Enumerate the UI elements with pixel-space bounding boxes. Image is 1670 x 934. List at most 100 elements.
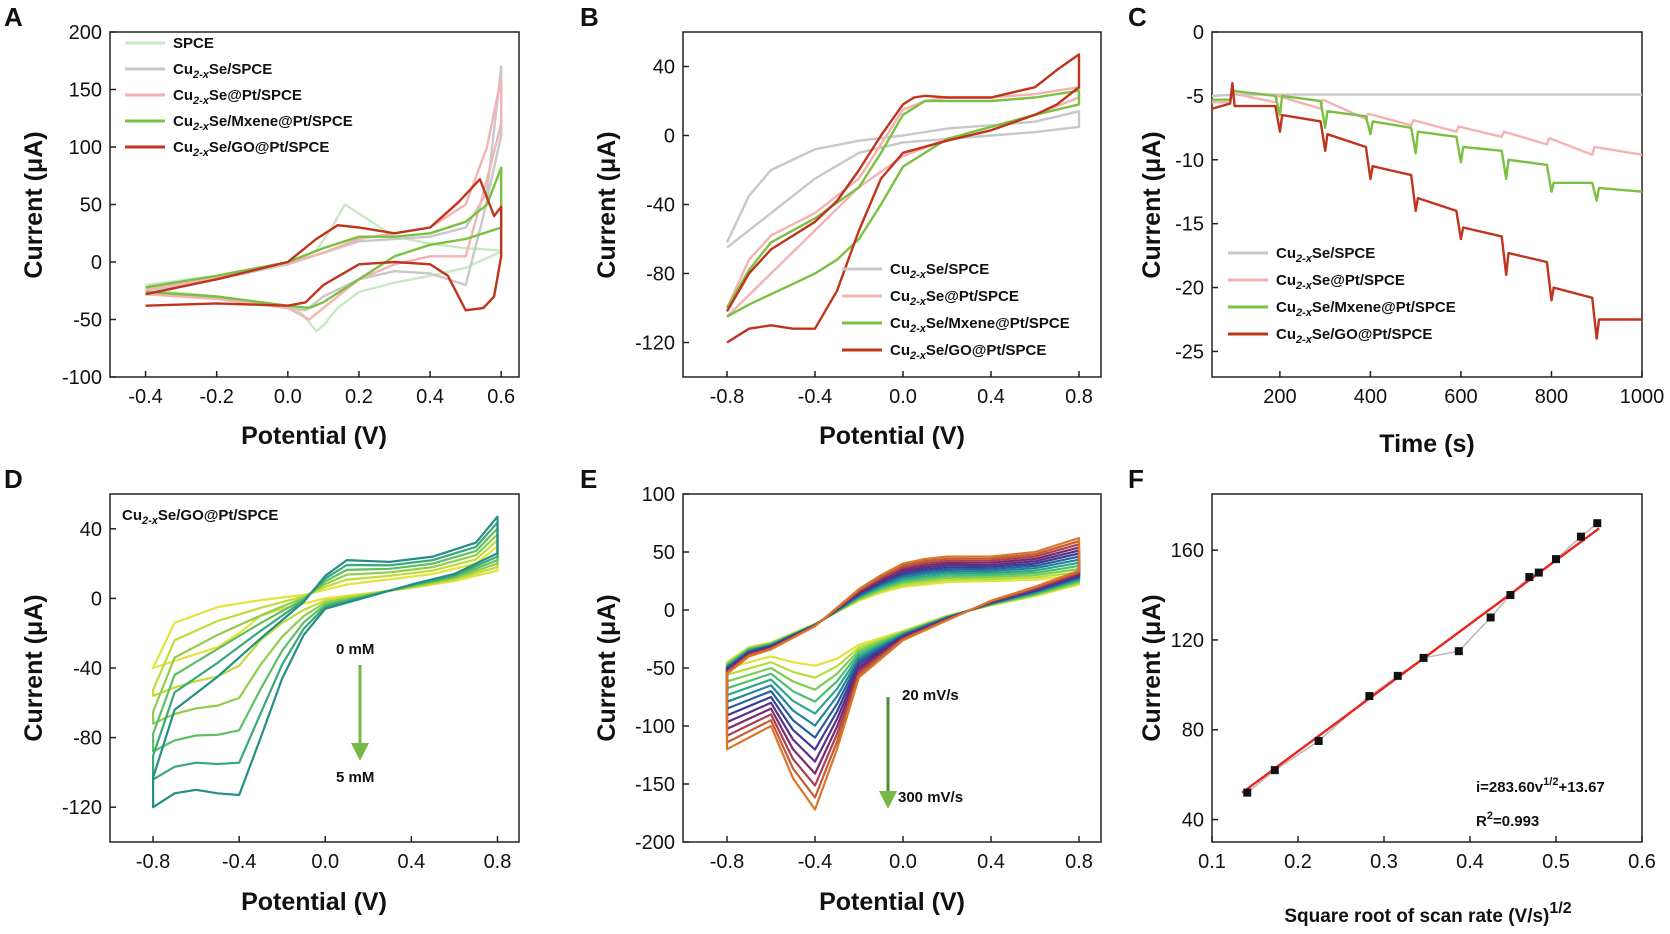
ytick-label: 50 — [653, 542, 675, 564]
data-point — [1593, 519, 1602, 528]
r2-text: R2=0.993 — [1476, 810, 1539, 830]
legend-entry: Cu2-xSe@Pt/SPCE — [1276, 272, 1405, 292]
ytick-label: 100 — [642, 484, 675, 506]
series-line — [725, 53, 1081, 344]
panel-b-label: B — [580, 2, 599, 32]
panel-d-inset-title: Cu2-xSe/GO@Pt/SPCE — [122, 507, 278, 527]
data-point — [1243, 788, 1252, 797]
xtick-label: 0.4 — [977, 851, 1005, 873]
ytick-label: -10 — [1175, 150, 1204, 172]
data-point — [1552, 555, 1560, 564]
ytick-label: 150 — [69, 80, 102, 102]
panel-a-ylabel: Current (μA) — [20, 131, 48, 278]
ytick-label: 0 — [91, 252, 102, 274]
series-line — [725, 86, 1081, 318]
ytick-label: -120 — [62, 797, 102, 819]
panel-d: D -0.8 -0.4 0.0 0.4 0.8 -120 -80 -40 0 40 Cu2-xSe… — [4, 464, 520, 916]
panel-f-xlabel: Square root of scan rate (V/s)1/2 — [1284, 900, 1571, 927]
xtick-label: 0.4 — [416, 386, 444, 408]
xtick-label: -0.2 — [199, 386, 233, 408]
panel-c-ylabel: Current (μA) — [1138, 131, 1166, 278]
data-point — [1576, 532, 1585, 541]
xtick-label: 0.0 — [889, 851, 917, 873]
ytick-label: 0 — [91, 588, 102, 610]
panel-d-inset-text: Cu2-xSe/GO@Pt/SPCE — [122, 507, 278, 527]
xtick-label: 0.2 — [1284, 851, 1312, 873]
series-line — [152, 533, 499, 725]
series-line — [152, 545, 499, 670]
series-line — [1212, 89, 1642, 202]
legend-entry: Cu2-xSe/GO@Pt/SPCE — [1276, 326, 1432, 346]
xtick-label: 0.0 — [889, 386, 917, 408]
panel-d-label: D — [4, 464, 23, 494]
ytick-label: 0 — [664, 126, 675, 148]
xtick-label: 0.6 — [1628, 851, 1656, 873]
series-line — [152, 527, 499, 753]
xtick-label: -0.4 — [128, 386, 162, 408]
ytick-label: -200 — [635, 832, 675, 854]
panel-a: A -0.4 -0.2 0.0 0.2 0.4 0.6 -100 -50 0 50 100 150 20… — [4, 2, 520, 450]
series-line — [145, 203, 503, 333]
panel-d-ylabel: Current (μA) — [20, 594, 48, 741]
panel-d-annot-top: 0 mM — [336, 641, 374, 658]
panel-f: F 0.1 0.2 0.3 0.4 0.5 0.6 40 80 120 160 i=283.60v… — [1128, 464, 1656, 927]
legend-entry: Cu2-xSe@Pt/SPCE — [173, 87, 302, 107]
legend-entry: Cu2-xSe/GO@Pt/SPCE — [890, 342, 1046, 362]
ytick-label: 50 — [80, 195, 102, 217]
panel-c-axes — [1211, 31, 1643, 378]
legend-entry: Cu2-xSe/Mxene@Pt/SPCE — [1276, 299, 1456, 319]
xtick-label: 0.6 — [487, 386, 515, 408]
ytick-label: -80 — [73, 728, 102, 750]
ytick-label: -15 — [1175, 214, 1204, 236]
ytick-label: -40 — [646, 195, 675, 217]
ytick-label: 40 — [80, 519, 102, 541]
panel-f-equation: i=283.60v1/2+13.67 — [1476, 776, 1605, 796]
series-line — [725, 537, 1081, 811]
xtick-label: 400 — [1354, 386, 1387, 408]
ytick-label: 160 — [1171, 540, 1204, 562]
ytick-label: 40 — [1182, 810, 1204, 832]
panel-f-label: F — [1128, 464, 1144, 494]
panel-f-r2: R2=0.993 — [1476, 810, 1539, 830]
data-point — [1270, 766, 1279, 775]
series-line — [725, 89, 1081, 318]
panel-b-ylabel: Current (μA) — [593, 131, 621, 278]
ytick-label: -40 — [73, 658, 102, 680]
data-point — [1525, 573, 1534, 582]
legend-entry: Cu2-xSe/SPCE — [173, 61, 272, 81]
ytick-label: -20 — [1175, 278, 1204, 300]
panel-f-ylabel: Current (μA) — [1138, 594, 1166, 741]
panel-c-label: C — [1128, 2, 1147, 32]
series-line — [152, 515, 499, 809]
panel-e-ylabel: Current (μA) — [593, 594, 621, 741]
xtick-label: 0.0 — [274, 386, 302, 408]
data-point — [1506, 591, 1515, 600]
panel-a-xlabel: Potential (V) — [241, 422, 387, 450]
panel-c-xlabel: Time (s) — [1379, 430, 1474, 458]
data-point — [1393, 671, 1402, 680]
xtick-label: 1000 — [1620, 386, 1665, 408]
xtick-label: -0.8 — [710, 386, 744, 408]
panel-e-label: E — [580, 464, 597, 494]
legend-entry: SPCE — [173, 35, 214, 52]
ytick-label: -150 — [635, 774, 675, 796]
ytick-label: 0 — [1193, 22, 1204, 44]
ytick-label: -5 — [1186, 86, 1204, 108]
legend-entry: Cu2-xSe/Mxene@Pt/SPCE — [173, 113, 353, 133]
legend-entry: Cu2-xSe/GO@Pt/SPCE — [173, 139, 329, 159]
equation-text: i=283.60v1/2+13.67 — [1476, 776, 1605, 796]
panel-f-xlabel-group: Square root of scan rate (V/s)1/2 — [1284, 900, 1571, 927]
xtick-label: 0.4 — [977, 386, 1005, 408]
ytick-label: 200 — [69, 22, 102, 44]
xtick-label: 0.8 — [484, 851, 512, 873]
data-point — [1419, 653, 1428, 662]
panel-e-annot-top: 20 mV/s — [902, 687, 959, 704]
ytick-label: -50 — [73, 310, 102, 332]
xtick-label: 0.5 — [1542, 851, 1570, 873]
panel-f-axes — [1211, 493, 1643, 843]
panel-e-axes — [682, 493, 1102, 843]
series-line — [725, 110, 1081, 249]
series-line — [1212, 81, 1642, 340]
legend-entry: Cu2-xSe/SPCE — [1276, 245, 1375, 265]
